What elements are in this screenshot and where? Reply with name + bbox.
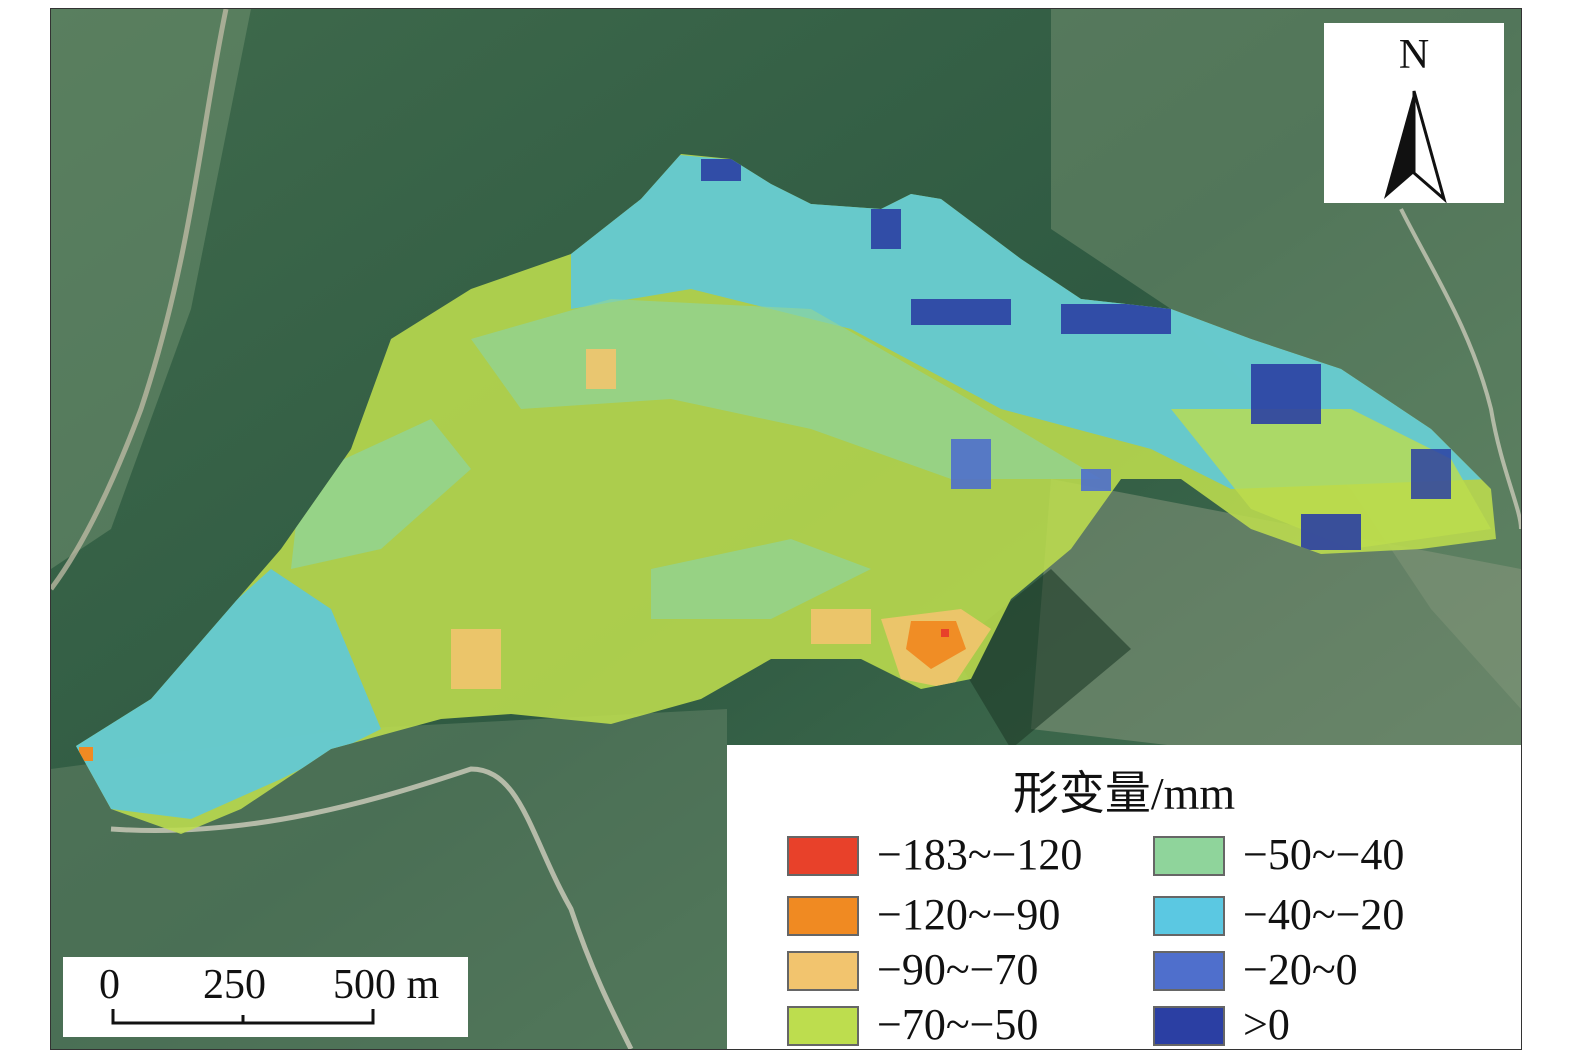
- legend-swatch-0: [787, 836, 859, 876]
- scale-bar: 0 250 500 m: [63, 957, 468, 1037]
- legend-swatch-3: [787, 1006, 859, 1046]
- map-frame: N 0 250 500 m 形变量/mm −183~−120 −120~−90 …: [50, 8, 1522, 1050]
- road-right: [1399, 208, 1521, 530]
- zone-blue-6: [871, 209, 901, 249]
- zone-orange-1: [906, 621, 966, 669]
- zone-green-left: [291, 419, 471, 569]
- legend-label-6: −20~0: [1243, 945, 1358, 994]
- zone-blue-4: [951, 439, 991, 489]
- zone-blue-7: [1301, 514, 1361, 550]
- zone-blue-5: [701, 159, 741, 181]
- scale-bar-stroke: [111, 1009, 375, 1025]
- north-label: N: [1398, 32, 1430, 78]
- legend-label-2: −90~−70: [877, 945, 1039, 994]
- legend-label-5: −40~−20: [1243, 890, 1405, 939]
- legend-swatch-2: [787, 951, 859, 991]
- road-bottom: [110, 766, 634, 1049]
- legend-swatch-6: [1153, 951, 1225, 991]
- legend-swatch-4: [1153, 836, 1225, 876]
- zone-yellow-1: [586, 349, 616, 389]
- north-arrow: N: [1324, 23, 1504, 203]
- zone-green-band: [471, 299, 1101, 479]
- zone-blue-9: [1081, 469, 1111, 491]
- scale-label-0: 0: [99, 962, 120, 1008]
- zone-cyan-left: [76, 569, 381, 819]
- legend-label-1: −120~−90: [877, 890, 1061, 939]
- legend-label-4: −50~−40: [1243, 830, 1405, 879]
- zone-orange-2: [79, 747, 93, 761]
- zone-blue-2: [1061, 304, 1171, 334]
- scale-label-250: 250: [203, 962, 266, 1008]
- legend-label-3: −70~−50: [877, 1000, 1039, 1049]
- legend-swatch-5: [1153, 896, 1225, 936]
- legend-swatch-7: [1153, 1006, 1225, 1046]
- zone-yellow-2: [451, 629, 501, 689]
- zone-yellow-3: [811, 609, 871, 644]
- north-arrow-right-half: [1412, 90, 1447, 203]
- legend-label-0: −183~−120: [877, 830, 1083, 879]
- river-left: [51, 9, 229, 591]
- zone-green-right: [1171, 409, 1491, 549]
- legend-label-7: >0: [1243, 1000, 1290, 1049]
- legend: 形变量/mm −183~−120 −120~−90 −90~−70 −70~−5…: [727, 745, 1521, 1049]
- north-arrow-icon: [1384, 90, 1447, 203]
- north-arrow-left-half: [1384, 91, 1414, 199]
- zone-blue-1: [1251, 364, 1321, 424]
- legend-swatch-1: [787, 896, 859, 936]
- scale-label-500: 500 m: [333, 962, 440, 1008]
- scale-bar-line: [111, 1009, 375, 1025]
- zone-cyan-mid: [651, 539, 871, 619]
- legend-title: 形变量/mm: [1012, 768, 1236, 819]
- zone-blue-3: [911, 299, 1011, 325]
- zone-blue-8: [1411, 449, 1451, 499]
- zone-red-1: [941, 629, 949, 637]
